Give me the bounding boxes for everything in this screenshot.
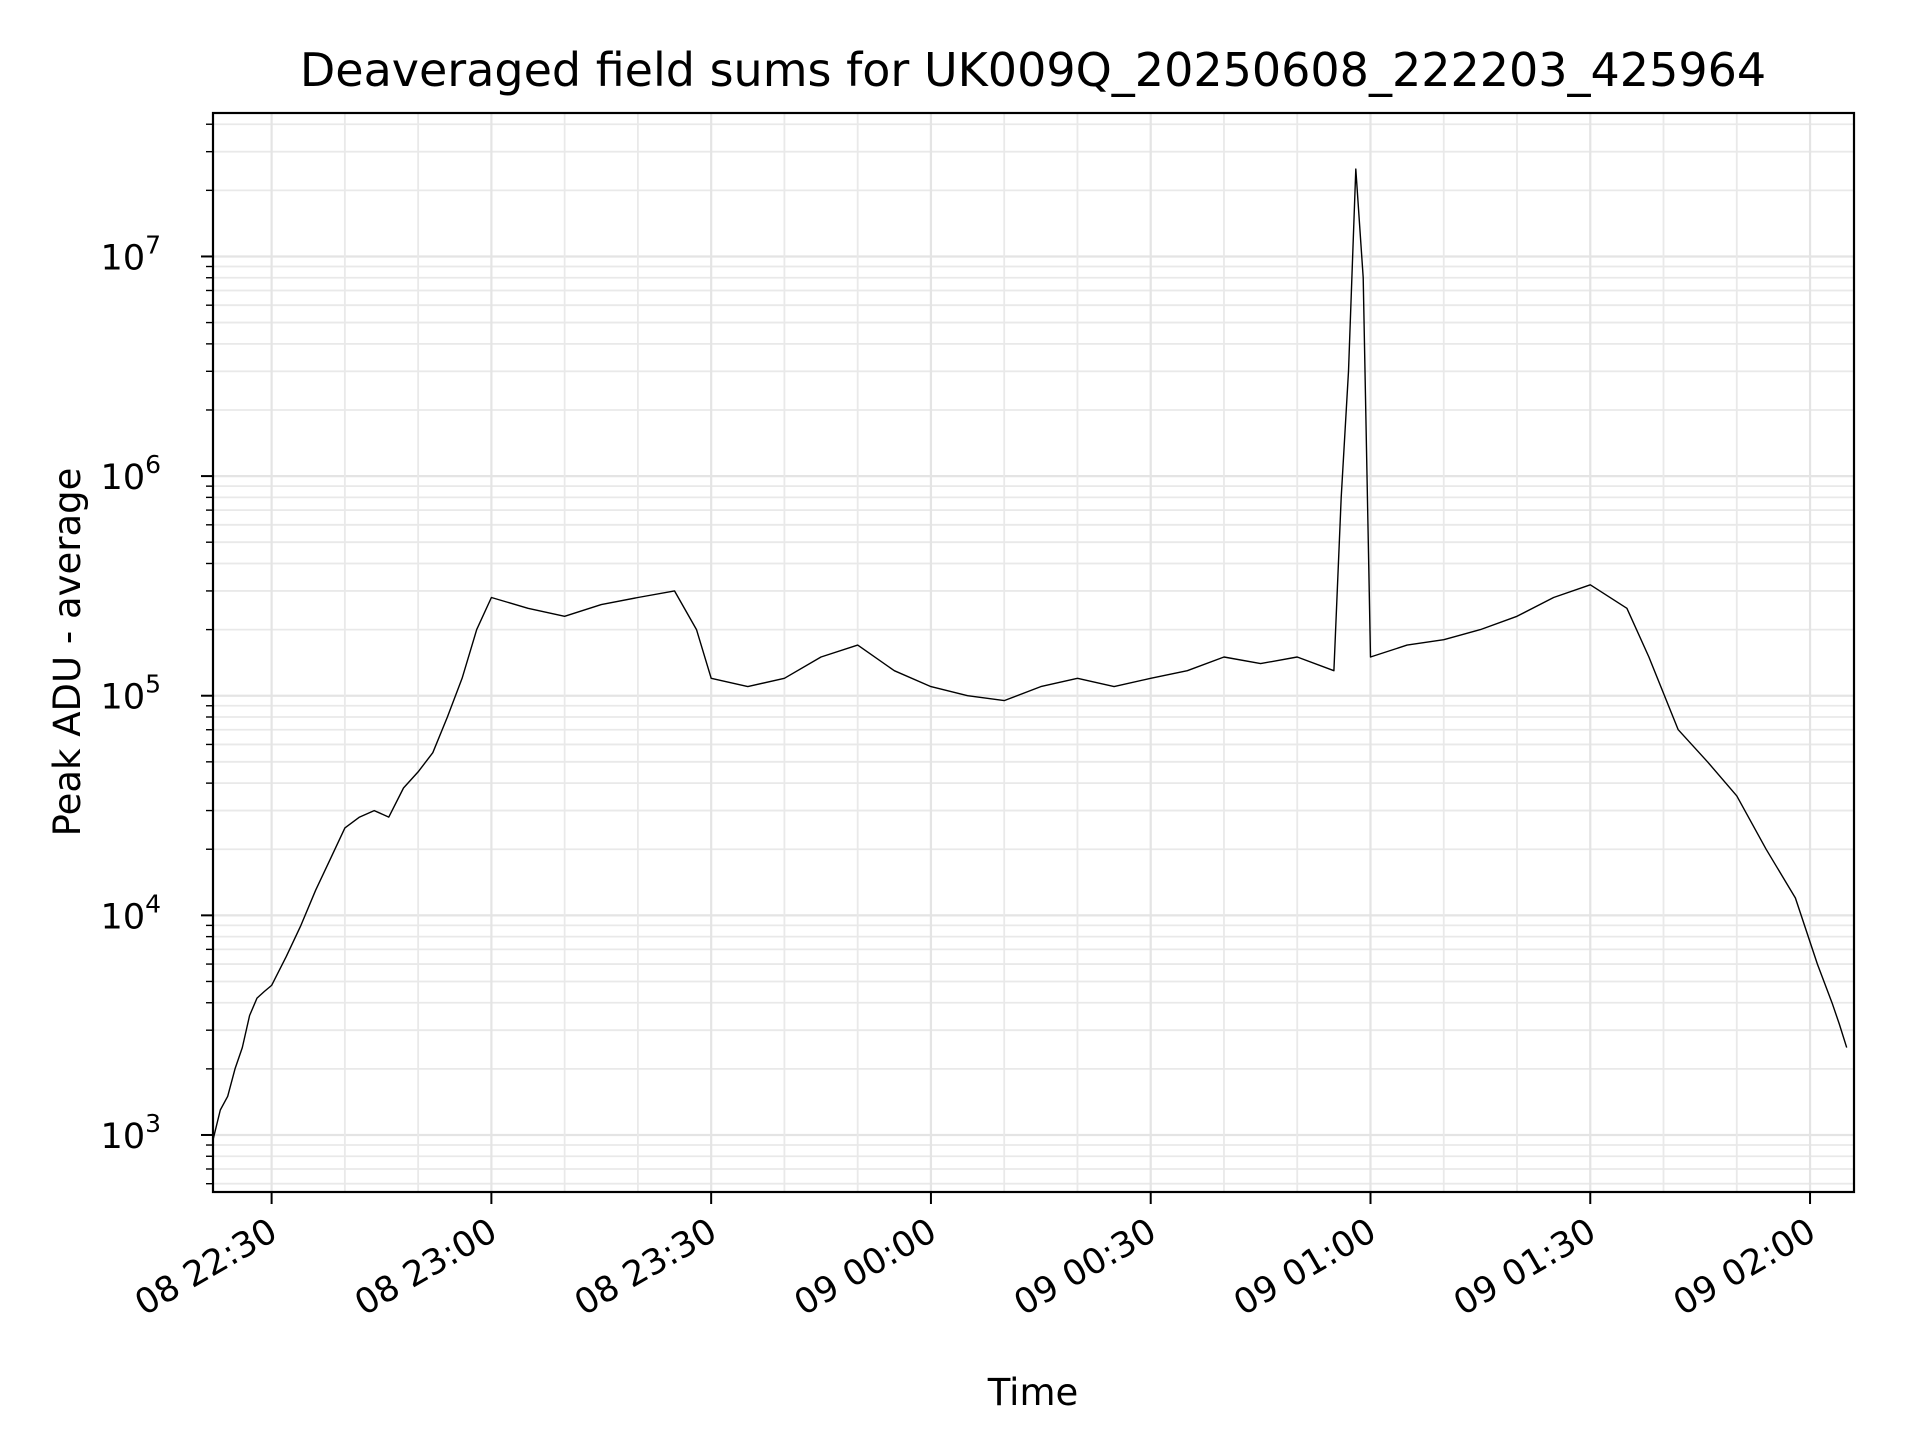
y-tick-label: 104	[101, 889, 161, 937]
y-axis-label: Peak ADU - average	[46, 468, 89, 837]
chart-title: Deaveraged field sums for UK009Q_2025060…	[300, 43, 1766, 97]
y-tick-label: 106	[101, 450, 161, 498]
y-tick-labels: 103 104 105 106 107	[101, 230, 161, 1157]
axis-ticks	[201, 123, 1812, 1204]
y-tick-label: 107	[101, 230, 161, 278]
series-line	[212, 168, 1848, 1141]
x-axis-label: Time	[987, 1371, 1079, 1414]
plot-frame	[211, 111, 1856, 1194]
grid	[213, 113, 1854, 1192]
y-tick-label: 105	[101, 670, 161, 718]
y-tick-label: 103	[101, 1109, 161, 1157]
